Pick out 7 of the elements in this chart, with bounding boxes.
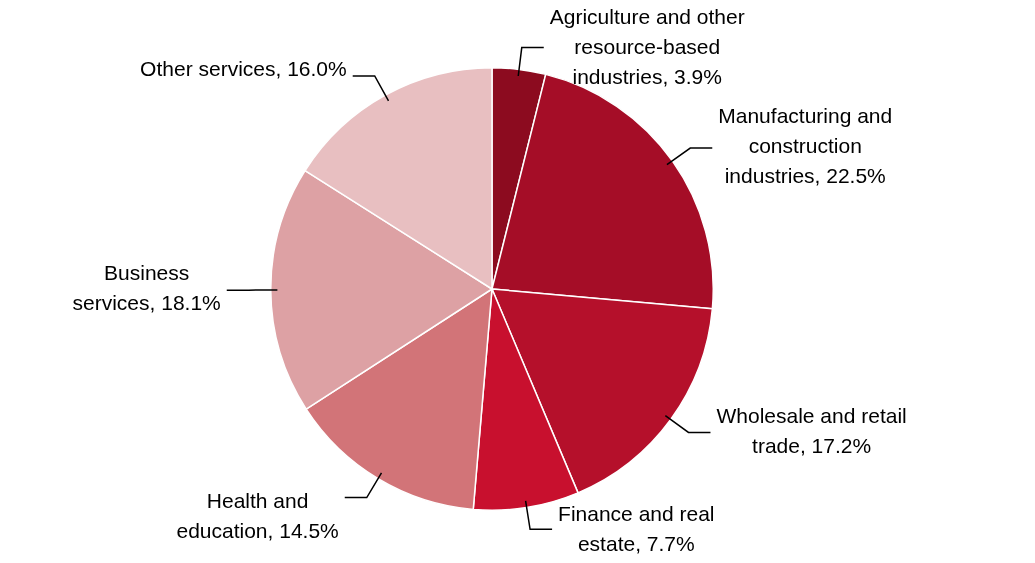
slice-label: Agriculture and other resource-based industries, 3.9% xyxy=(549,5,745,89)
slice-label: Finance and real estate, 7.7% xyxy=(558,502,715,556)
slice-label: Manufacturing and construction industries, 22.5% xyxy=(718,104,893,188)
slice-label: Health and education, 14.5% xyxy=(176,488,339,542)
slice-label: Other services, 16.0% xyxy=(140,57,347,81)
slice-label: Business services, 18.1% xyxy=(72,261,221,315)
slice-label: Wholesale and retail trade, 17.2% xyxy=(716,403,907,457)
